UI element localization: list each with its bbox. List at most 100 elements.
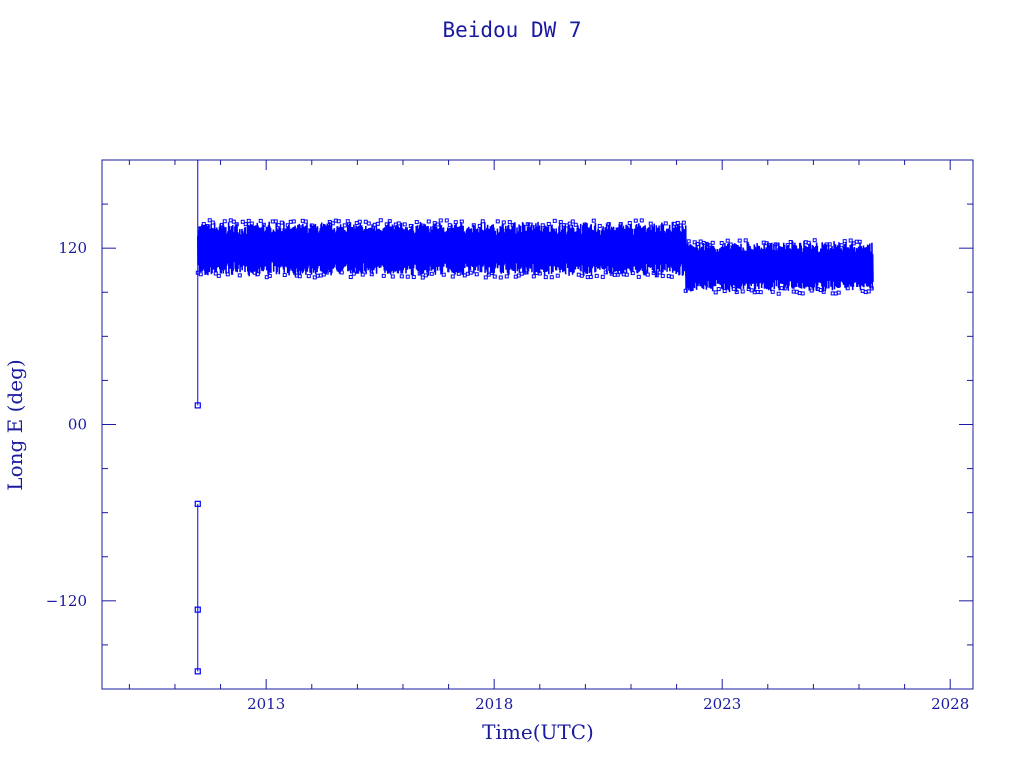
series-marker xyxy=(725,238,730,243)
series-marker xyxy=(776,291,781,296)
series-marker xyxy=(297,274,302,279)
series-marker xyxy=(734,290,739,295)
series-marker xyxy=(339,270,344,275)
series-marker xyxy=(615,272,620,277)
series-marker xyxy=(360,272,365,277)
series-marker xyxy=(216,273,221,278)
series-marker xyxy=(459,219,464,224)
series-marker xyxy=(806,240,811,245)
series-marker xyxy=(378,218,383,223)
data-point xyxy=(194,500,201,507)
series-marker xyxy=(204,224,209,229)
series-marker xyxy=(501,220,506,225)
data-point xyxy=(194,402,201,409)
series-marker xyxy=(234,222,239,227)
series-marker xyxy=(546,221,551,226)
series-marker xyxy=(758,290,763,295)
series-marker xyxy=(588,274,593,279)
series-marker xyxy=(411,275,416,280)
series-marker xyxy=(387,219,392,224)
series-marker xyxy=(330,221,335,226)
series-marker xyxy=(773,242,778,247)
series-marker xyxy=(348,275,353,280)
series-marker xyxy=(740,289,745,294)
x-tick-label: 2023 xyxy=(703,695,741,713)
series-marker xyxy=(426,219,431,224)
series-marker xyxy=(848,238,853,243)
series-marker xyxy=(474,272,479,277)
series-marker xyxy=(324,270,329,275)
series-marker xyxy=(249,221,254,226)
series-marker xyxy=(408,223,413,228)
series-marker xyxy=(447,223,452,228)
x-axis-label: Time(UTC) xyxy=(482,720,594,744)
series-band xyxy=(197,221,687,277)
series-marker xyxy=(558,220,563,225)
series-marker xyxy=(639,218,644,223)
series-marker xyxy=(827,242,832,247)
series-marker xyxy=(441,272,446,277)
series-marker xyxy=(812,238,817,243)
series-marker xyxy=(695,241,700,246)
series-marker xyxy=(207,218,212,223)
x-ticks: 2013 2018 2023 2028 xyxy=(128,160,969,713)
series-marker xyxy=(303,219,308,224)
series-marker xyxy=(842,239,847,244)
series-marker xyxy=(429,271,434,276)
series-marker xyxy=(591,218,596,223)
series-marker xyxy=(642,269,647,274)
series-marker xyxy=(531,274,536,279)
series-marker xyxy=(710,240,715,245)
series-marker xyxy=(669,274,674,279)
y-tick-label: 120 xyxy=(58,239,87,257)
series-marker xyxy=(627,221,632,226)
series-marker xyxy=(675,220,680,225)
series-marker xyxy=(654,273,659,278)
series-marker xyxy=(624,272,629,277)
series-marker xyxy=(866,289,871,294)
series-marker xyxy=(240,219,245,224)
series-marker xyxy=(255,272,260,277)
series-marker xyxy=(737,238,742,243)
series-marker xyxy=(399,274,404,279)
series-marker xyxy=(618,222,623,227)
series-band xyxy=(684,240,874,293)
series-marker xyxy=(606,222,611,227)
y-axis-label: Long E (deg) xyxy=(3,359,27,490)
series-marker xyxy=(477,223,482,228)
series-marker xyxy=(384,222,389,227)
series-marker xyxy=(492,274,497,279)
series-marker xyxy=(222,219,227,224)
series-marker xyxy=(276,223,281,228)
series-marker xyxy=(480,219,485,224)
series-marker xyxy=(456,271,461,276)
series-marker xyxy=(282,272,287,277)
series-marker xyxy=(630,271,635,276)
series-marker xyxy=(417,271,422,276)
series-marker xyxy=(713,290,718,295)
series-marker xyxy=(770,289,775,294)
series-marker xyxy=(722,289,727,294)
series-marker xyxy=(309,223,314,228)
series-marker xyxy=(579,273,584,278)
series-marker xyxy=(567,221,572,226)
series-marker xyxy=(767,243,772,248)
series-marker xyxy=(657,270,662,275)
series-marker xyxy=(633,218,638,223)
series-marker xyxy=(258,218,263,223)
series-marker xyxy=(663,221,668,226)
series-marker xyxy=(450,274,455,279)
series-marker xyxy=(716,287,721,292)
series-marker xyxy=(336,219,341,224)
series-marker xyxy=(594,273,599,278)
series-marker xyxy=(369,272,374,277)
series-marker xyxy=(731,286,736,291)
series-marker xyxy=(504,274,509,279)
series-marker xyxy=(225,272,230,277)
y-tick-label: 00 xyxy=(68,416,87,434)
series-marker xyxy=(285,223,290,228)
series-marker xyxy=(402,222,407,227)
series-marker xyxy=(231,219,236,224)
series-marker xyxy=(267,273,272,278)
